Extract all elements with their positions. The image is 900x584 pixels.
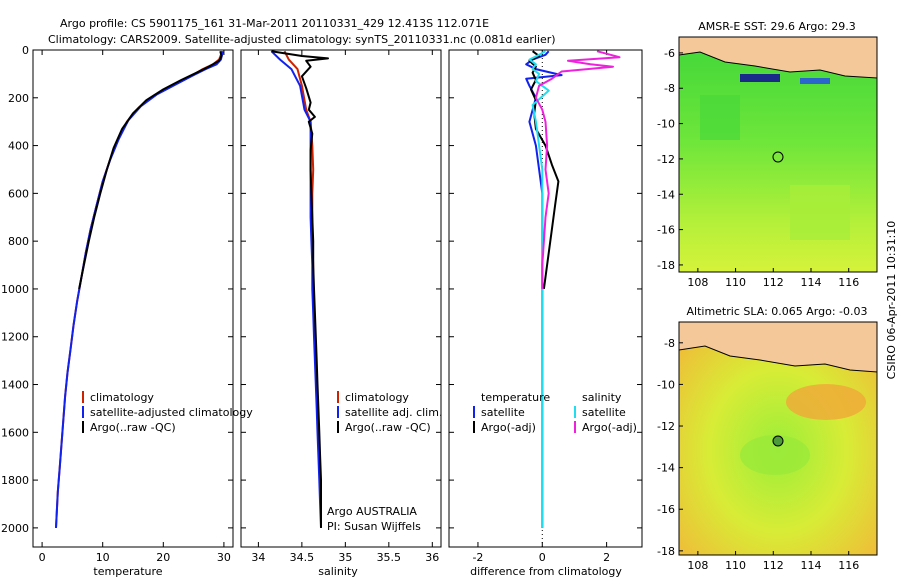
map-y-tick-label: -18 xyxy=(657,259,675,272)
float-pi-label: PI: Susan Wijffels xyxy=(327,520,421,533)
x-tick-label: 36 xyxy=(425,551,439,564)
x-tick-label: 10 xyxy=(96,551,110,564)
map-y-tick-label: -8 xyxy=(664,82,675,95)
sla-low-patch xyxy=(740,435,810,475)
map-y-tick-label: -16 xyxy=(657,224,675,237)
x-tick-label: 35 xyxy=(338,551,352,564)
legend-label: satellite xyxy=(582,406,626,419)
argo-float-marker xyxy=(772,435,784,447)
x-tick-label: 20 xyxy=(156,551,170,564)
y-tick-label: 1800 xyxy=(1,474,29,487)
sla-map-frame xyxy=(678,321,878,556)
map-y-tick-label: -8 xyxy=(664,337,675,350)
map-y-tick-label: -6 xyxy=(664,47,675,60)
legend-label: satellite-adjusted climatology xyxy=(90,406,253,419)
map-y-tick-label: -18 xyxy=(657,545,675,558)
legend-label: Argo(-adj) xyxy=(582,421,637,434)
map-y-tick-label: -12 xyxy=(657,153,675,166)
map-x-tick-label: 110 xyxy=(725,276,746,289)
series-line-argo-raw-qc- xyxy=(271,50,329,528)
series-line-satellite-adjusted-climatology xyxy=(55,51,224,528)
sla-map-title: Altimetric SLA: 0.065 Argo: -0.03 xyxy=(687,305,868,318)
y-tick-label: 1400 xyxy=(1,379,29,392)
difference-axis-label: difference from climatology xyxy=(470,565,622,578)
salinity-series xyxy=(270,50,329,528)
map-y-tick-label: -10 xyxy=(657,118,675,131)
legend-label: climatology xyxy=(345,391,409,404)
map-y-tick-label: -12 xyxy=(657,420,675,433)
legend-label: Argo(..raw -QC) xyxy=(90,421,176,434)
map-x-tick-label: 108 xyxy=(687,559,708,572)
map-x-tick-label: 112 xyxy=(763,276,784,289)
y-tick-label: 1200 xyxy=(1,331,29,344)
series-line-temperature-satellite xyxy=(525,50,563,528)
temperature-legend: climatology satellite-adjusted climatolo… xyxy=(82,391,253,434)
temperature-series xyxy=(55,50,224,528)
sst-warm-patch xyxy=(790,185,850,240)
temperature-axis-label: temperature xyxy=(93,565,162,578)
legend-title-salinity: salinity xyxy=(582,391,622,404)
salinity-panel-frame xyxy=(240,49,442,548)
series-line-argo-raw-qc- xyxy=(78,50,223,290)
sst-cool-patch xyxy=(700,95,740,140)
sst-cold-pixels xyxy=(740,74,780,82)
x-tick-label: 2 xyxy=(603,551,610,564)
map-y-tick-label: -14 xyxy=(657,188,675,201)
map-x-tick-label: 114 xyxy=(801,276,822,289)
legend-title-temperature: temperature xyxy=(481,391,550,404)
temperature-axes: 0 10 20 30 0 200 400 600 800 1000 1200 1400 1600 1800… xyxy=(1,44,233,564)
sla-high-patch xyxy=(786,384,866,420)
map-x-tick-label: 116 xyxy=(838,559,859,572)
map-x-tick-label: 112 xyxy=(763,559,784,572)
map-x-tick-label: 110 xyxy=(725,559,746,572)
y-tick-label: 200 xyxy=(8,92,29,105)
legend-label: Argo(-adj) xyxy=(481,421,536,434)
figure-title-line2: Climatology: CARS2009. Satellite-adjuste… xyxy=(48,33,556,46)
x-tick-label: 0 xyxy=(39,551,46,564)
difference-series xyxy=(525,50,621,528)
temperature-panel-frame xyxy=(32,49,234,548)
map-x-tick-label: 114 xyxy=(801,559,822,572)
x-tick-label: 34.5 xyxy=(290,551,315,564)
argo-float-marker xyxy=(772,151,784,163)
map-x-tick-label: 108 xyxy=(687,276,708,289)
sst-map-frame xyxy=(678,36,878,273)
legend-label: climatology xyxy=(90,391,154,404)
sst-map-title: AMSR-E SST: 29.6 Argo: 29.3 xyxy=(698,20,856,33)
salinity-legend: climatology satellite adj. clim. Argo(..… xyxy=(327,391,442,533)
legend-label: satellite adj. clim. xyxy=(345,406,442,419)
x-tick-label: -2 xyxy=(472,551,483,564)
y-tick-label: 1000 xyxy=(1,283,29,296)
map-y-tick-label: -10 xyxy=(657,378,675,391)
map-y-tick-label: -16 xyxy=(657,503,675,516)
difference-panel-frame xyxy=(448,49,643,548)
map-x-tick-label: 116 xyxy=(838,276,859,289)
x-tick-label: 30 xyxy=(217,551,231,564)
x-tick-label: 34 xyxy=(251,551,265,564)
legend-label: Argo(..raw -QC) xyxy=(345,421,431,434)
csiro-timestamp: CSIRO 06-Apr-2011 10:31:10 xyxy=(885,221,898,380)
salinity-axis-label: salinity xyxy=(318,565,358,578)
series-line-salinity-argo-adj- xyxy=(534,50,621,289)
salinity-axes: 34 34.5 35 35.5 36 xyxy=(241,49,441,564)
sst-map: AMSR-E SST: 29.6 Argo: 29.3 108 110 112 114… xyxy=(657,20,878,289)
y-tick-label: 2000 xyxy=(1,522,29,535)
map-y-tick-label: -14 xyxy=(657,462,675,475)
y-tick-label: 800 xyxy=(8,235,29,248)
legend-label: satellite xyxy=(481,406,525,419)
x-tick-label: 35.5 xyxy=(377,551,402,564)
y-tick-label: 0 xyxy=(22,44,29,57)
sst-cold-pixels xyxy=(800,78,830,84)
y-tick-label: 400 xyxy=(8,140,29,153)
series-line-climatology xyxy=(283,50,322,528)
y-tick-label: 1600 xyxy=(1,426,29,439)
figure-title-line1: Argo profile: CS 5901175_161 31-Mar-2011… xyxy=(60,17,489,30)
x-tick-label: 0 xyxy=(539,551,546,564)
sla-map: Altimetric SLA: 0.065 Argo: -0.03 108 110… xyxy=(657,305,878,572)
difference-legend: temperature satellite Argo(-adj) salinit… xyxy=(473,391,637,434)
float-owner-label: Argo AUSTRALIA xyxy=(327,505,417,518)
series-line-climatology xyxy=(55,51,223,528)
y-tick-label: 600 xyxy=(8,187,29,200)
